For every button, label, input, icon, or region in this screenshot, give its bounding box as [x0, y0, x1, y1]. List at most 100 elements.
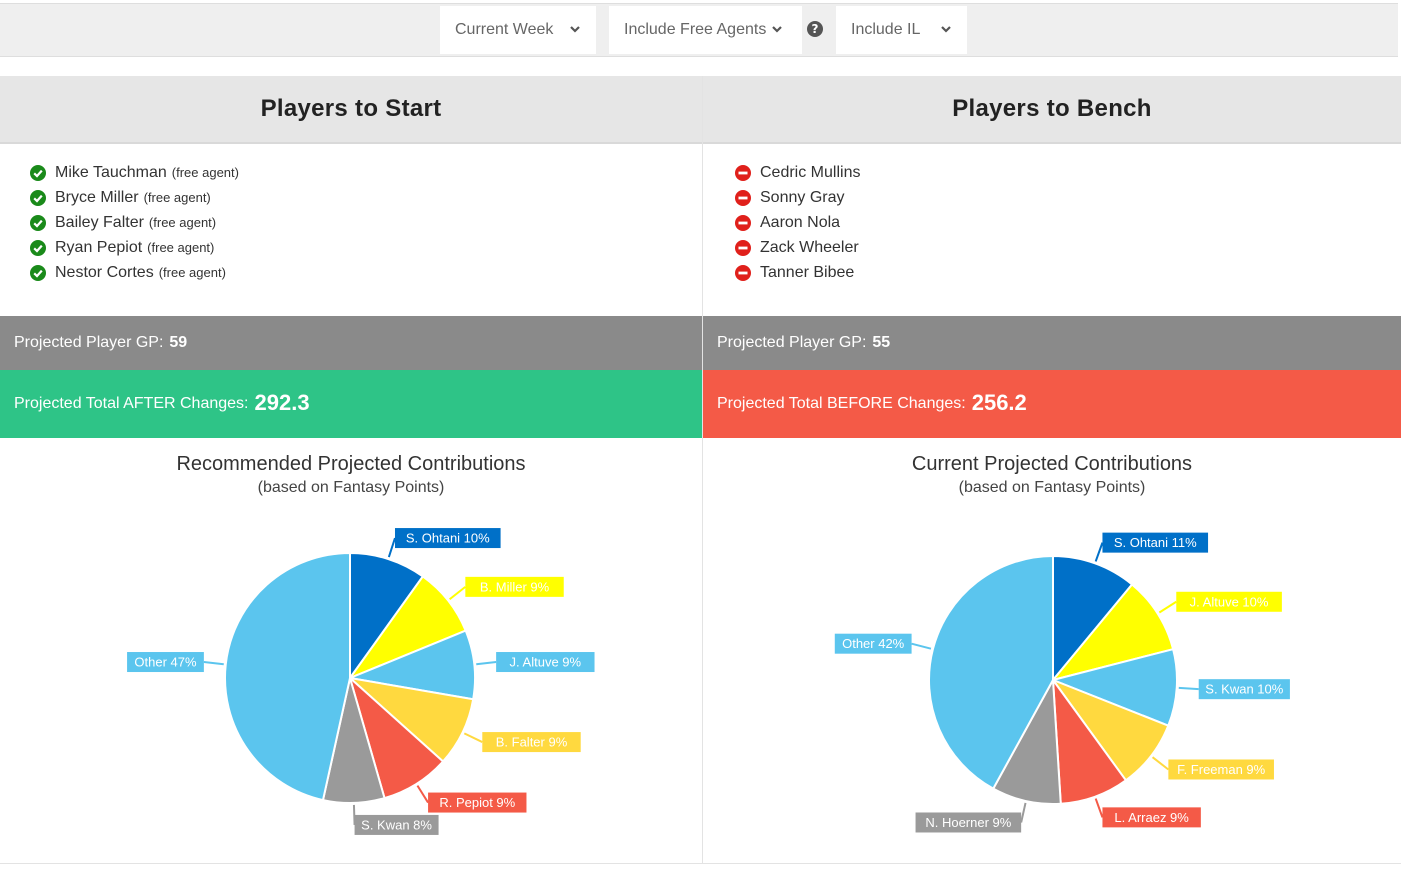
pie-label-connector: [1020, 802, 1027, 823]
pie-slice[interactable]: [928, 554, 1054, 791]
help-icon[interactable]: ?: [807, 21, 823, 37]
pie-label-box: [1102, 532, 1209, 553]
pie-label-connector: [352, 804, 356, 825]
pie-label-connector: [416, 785, 429, 804]
pie-label-box: [1176, 591, 1282, 612]
pie-slice[interactable]: [349, 551, 425, 682]
player-item: Aaron Nola: [735, 210, 860, 235]
chevron-down-icon: [941, 26, 951, 33]
pie-slice[interactable]: [1049, 647, 1178, 727]
before-total-bar: Projected Total BEFORE Changes: 256.2: [703, 370, 1401, 438]
pie-label-connector: [476, 661, 497, 666]
pie-slice[interactable]: [224, 551, 351, 802]
chevron-down-icon: [570, 26, 580, 33]
player-item: Bryce Miller (free agent): [30, 185, 239, 210]
player-item: Zack Wheeler: [735, 235, 860, 260]
il-select[interactable]: Include IL: [836, 6, 967, 54]
player-name: Zack Wheeler: [760, 238, 859, 256]
gp-label: Projected Player GP:: [14, 334, 164, 351]
pie-label-connector: [463, 732, 483, 743]
pie-data-label: B. Miller 9%: [480, 579, 550, 594]
pie-data-label: S. Ohtani 11%: [1114, 535, 1197, 550]
chart-subtitle: (based on Fantasy Points): [257, 479, 445, 496]
pie-label-connector: [449, 586, 466, 601]
player-name: Tanner Bibee: [760, 263, 855, 281]
player-name: Nestor Cortes: [55, 263, 154, 281]
pie-data-label: L. Arraez 9%: [1114, 810, 1189, 825]
pie-data-label: S. Kwan 10%: [1205, 682, 1283, 697]
chart-title: Current Projected Contributions: [911, 453, 1193, 475]
free-agents-select[interactable]: Include Free Agents: [609, 6, 802, 54]
gp-label: Projected Player GP:: [717, 334, 867, 351]
pie-data-label: Other 42%: [842, 636, 905, 651]
player-item: Sonny Gray: [735, 185, 860, 210]
pie-label-box: [1168, 759, 1274, 780]
chart-title: Recommended Projected Contributions: [176, 453, 526, 475]
pie-label-box: [834, 633, 912, 654]
player-name: Bryce Miller: [55, 188, 139, 206]
bench-player-list: Cedric Mullins Sonny Gray Aaron Nola Zack W…: [735, 160, 860, 285]
total-label: Projected Total AFTER Changes:: [14, 395, 249, 412]
pie-label-box: [1198, 679, 1290, 700]
start-panel: Players to Start Mike Tauchman (free agen…: [0, 76, 702, 864]
pie-data-label: S. Ohtani 10%: [406, 531, 490, 546]
check-circle-icon: [30, 214, 46, 231]
pie-label-box: [354, 814, 439, 835]
player-name: Bailey Falter: [55, 213, 144, 231]
player-name: Mike Tauchman: [55, 163, 167, 181]
pie-data-label: Other 47%: [134, 655, 197, 670]
check-circle-icon: [30, 264, 46, 281]
pie-label-box: [428, 792, 527, 813]
start-panel-title: Players to Start: [0, 76, 702, 144]
week-select-label: Current Week: [455, 21, 554, 38]
player-item: Ryan Pepiot (free agent): [30, 235, 239, 260]
pie-label-connector: [1158, 600, 1177, 614]
il-select-label: Include IL: [851, 21, 921, 38]
pie-label-connector: [911, 642, 932, 650]
pie-label-box: [482, 732, 581, 753]
pie-label-box: [915, 812, 1022, 833]
minus-circle-icon: [735, 164, 751, 181]
pie-label-connector: [1178, 686, 1199, 691]
pie-data-label: R. Pepiot 9%: [439, 795, 515, 810]
after-total-bar: Projected Total AFTER Changes: 292.3: [0, 370, 702, 438]
minus-circle-icon: [735, 264, 751, 281]
recommended-pie-chart: S. Ohtani 10% B. Miller 9% J. Altuve 9% B. …: [127, 528, 595, 835]
pie-label-connector: [1094, 798, 1104, 818]
pie-label-connector: [1151, 756, 1169, 771]
pie-label-box: [496, 652, 595, 673]
player-name: Ryan Pepiot: [55, 238, 143, 256]
pie-slice[interactable]: [1052, 554, 1134, 683]
player-item: Tanner Bibee: [735, 260, 860, 285]
player-name: Sonny Gray: [760, 188, 845, 206]
minus-circle-icon: [735, 214, 751, 231]
week-select[interactable]: Current Week: [440, 6, 596, 54]
start-gp-bar: Projected Player GP: 59: [0, 316, 702, 370]
pie-data-label: F. Freeman 9%: [1177, 762, 1266, 777]
pie-label-box: [1102, 807, 1201, 828]
bench-gp-bar: Projected Player GP: 55: [703, 316, 1401, 370]
minus-circle-icon: [735, 189, 751, 206]
check-circle-icon: [30, 239, 46, 256]
pie-label-box: [465, 576, 564, 597]
free-agent-tag: (free agent): [147, 240, 215, 255]
free-agent-tag: (free agent): [171, 165, 239, 180]
pie-data-label: B. Falter 9%: [496, 735, 568, 750]
help-glyph: ?: [811, 22, 819, 36]
pie-label-box: [394, 528, 501, 549]
pie-label-connector: [1094, 542, 1104, 562]
divider: [0, 863, 1401, 864]
player-item: Cedric Mullins: [735, 160, 860, 185]
chevron-down-icon: [772, 26, 782, 33]
free-agents-select-label: Include Free Agents: [624, 21, 767, 38]
free-agent-tag: (free agent): [158, 265, 226, 280]
gp-value: 55: [872, 334, 891, 351]
free-agent-tag: (free agent): [148, 215, 217, 230]
start-player-list: Mike Tauchman (free agent) Bryce Miller (fr…: [30, 160, 239, 285]
filter-bar: Current Week Include Free Agents ? Inclu…: [0, 3, 1398, 57]
current-pie-chart: S. Ohtani 11% J. Altuve 10% S. Kwan 10% F. …: [834, 532, 1290, 833]
bench-panel-title: Players to Bench: [703, 76, 1401, 144]
player-item: Nestor Cortes (free agent): [30, 260, 239, 285]
bench-panel: Players to Bench Cedric Mullins Sonny Gra…: [702, 76, 1401, 864]
pie-data-label: N. Hoerner 9%: [925, 815, 1011, 830]
